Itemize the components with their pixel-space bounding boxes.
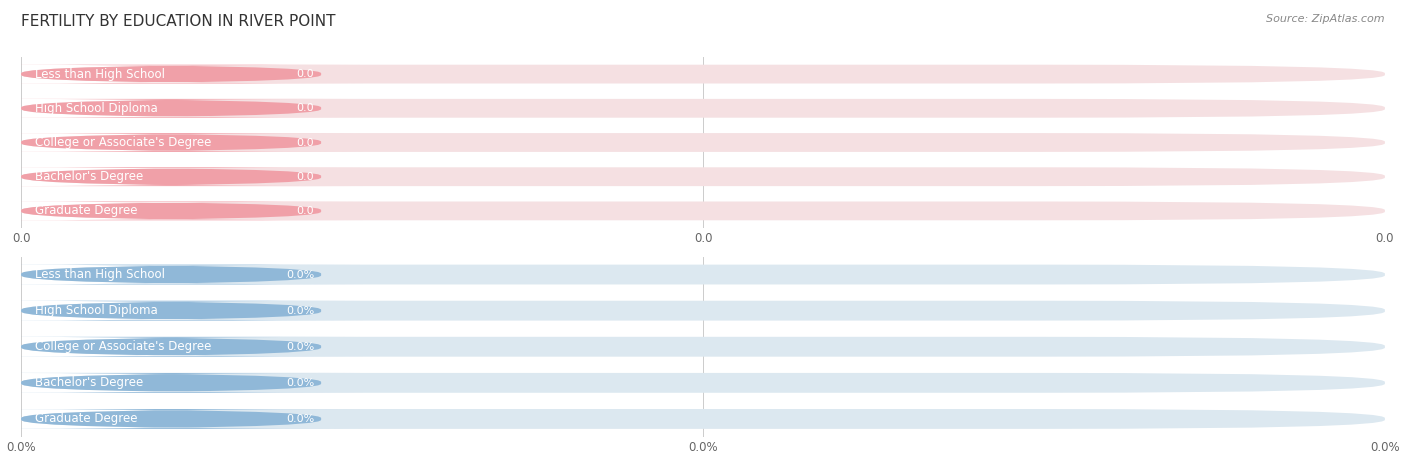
Text: Less than High School: Less than High School xyxy=(35,67,165,81)
FancyBboxPatch shape xyxy=(21,337,1385,357)
FancyBboxPatch shape xyxy=(21,133,1385,152)
Text: Source: ZipAtlas.com: Source: ZipAtlas.com xyxy=(1267,14,1385,24)
FancyBboxPatch shape xyxy=(0,337,363,357)
Text: 0.0: 0.0 xyxy=(297,171,315,182)
FancyBboxPatch shape xyxy=(0,409,363,429)
FancyBboxPatch shape xyxy=(0,265,363,285)
FancyBboxPatch shape xyxy=(21,99,1385,118)
FancyBboxPatch shape xyxy=(0,301,363,321)
Text: 0.0%: 0.0% xyxy=(285,342,315,352)
Text: 0.0: 0.0 xyxy=(297,69,315,79)
Text: 0.0%: 0.0% xyxy=(285,305,315,316)
Text: Less than High School: Less than High School xyxy=(35,268,165,281)
Text: Bachelor's Degree: Bachelor's Degree xyxy=(35,376,143,390)
Text: FERTILITY BY EDUCATION IN RIVER POINT: FERTILITY BY EDUCATION IN RIVER POINT xyxy=(21,14,336,29)
Text: College or Associate's Degree: College or Associate's Degree xyxy=(35,136,211,149)
FancyBboxPatch shape xyxy=(21,301,1385,321)
FancyBboxPatch shape xyxy=(0,201,363,220)
Text: High School Diploma: High School Diploma xyxy=(35,102,157,115)
Text: 0.0%: 0.0% xyxy=(285,378,315,388)
FancyBboxPatch shape xyxy=(21,265,1385,285)
Text: College or Associate's Degree: College or Associate's Degree xyxy=(35,340,211,353)
Text: 0.0%: 0.0% xyxy=(285,269,315,280)
FancyBboxPatch shape xyxy=(21,409,1385,429)
Text: Graduate Degree: Graduate Degree xyxy=(35,412,138,426)
Text: Bachelor's Degree: Bachelor's Degree xyxy=(35,170,143,183)
FancyBboxPatch shape xyxy=(21,65,1385,84)
Text: Graduate Degree: Graduate Degree xyxy=(35,204,138,218)
Text: 0.0: 0.0 xyxy=(297,206,315,216)
Text: 0.0%: 0.0% xyxy=(285,414,315,424)
FancyBboxPatch shape xyxy=(0,65,363,84)
FancyBboxPatch shape xyxy=(21,373,1385,393)
Text: High School Diploma: High School Diploma xyxy=(35,304,157,317)
FancyBboxPatch shape xyxy=(0,167,363,186)
FancyBboxPatch shape xyxy=(0,99,363,118)
FancyBboxPatch shape xyxy=(0,373,363,393)
FancyBboxPatch shape xyxy=(21,167,1385,186)
Text: 0.0: 0.0 xyxy=(297,103,315,114)
FancyBboxPatch shape xyxy=(0,133,363,152)
FancyBboxPatch shape xyxy=(21,201,1385,220)
Text: 0.0: 0.0 xyxy=(297,137,315,148)
